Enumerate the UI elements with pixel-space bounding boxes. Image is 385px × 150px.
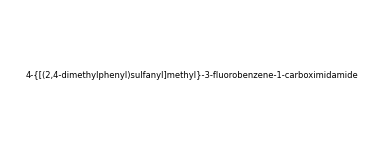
Text: 4-{[(2,4-dimethylphenyl)sulfanyl]methyl}-3-fluorobenzene-1-carboximidamide: 4-{[(2,4-dimethylphenyl)sulfanyl]methyl}…	[26, 70, 359, 80]
